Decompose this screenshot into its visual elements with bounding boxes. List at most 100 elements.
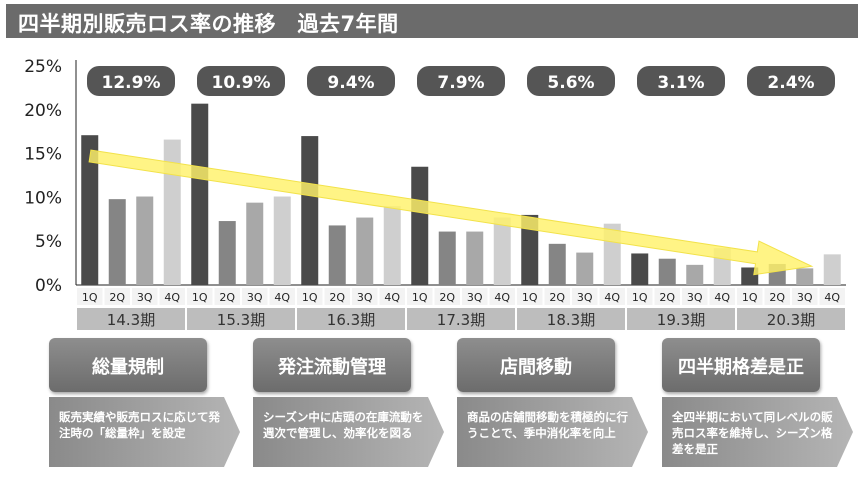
quarter-cell	[792, 288, 818, 305]
quarter-label: 3Q	[467, 291, 483, 304]
category-detail-2: シーズン中に店頭の在庫流動を週次で管理し、効率化を図る	[253, 397, 445, 467]
quarter-label: 4Q	[384, 291, 400, 304]
annual-rate-label: 7.9%	[437, 73, 484, 93]
quarter-label: 2Q	[769, 291, 785, 304]
category-card-3: 店間移動	[457, 338, 615, 392]
quarter-label: 3Q	[137, 291, 153, 304]
annual-rate-pill	[307, 66, 395, 96]
period-band	[407, 308, 515, 330]
quarter-label: 4Q	[604, 291, 620, 304]
quarter-label: 3Q	[797, 291, 813, 304]
quarter-label: 1Q	[412, 291, 428, 304]
quarter-cell	[269, 288, 295, 305]
period-band	[517, 308, 625, 330]
chevron-shape	[253, 397, 444, 467]
quarter-cell	[324, 288, 350, 305]
period-label: 16.3期	[327, 311, 375, 329]
page-title: 四半期別販売ロス率の推移 過去7年間	[18, 12, 399, 36]
bar-4Q	[163, 139, 181, 285]
period-label: 17.3期	[437, 311, 485, 329]
period-band	[627, 308, 735, 330]
quarter-cell	[627, 288, 653, 305]
annual-rate-pill	[747, 66, 835, 96]
bar-chart: 25% 20% 15% 10% 5% 0% 12.9% 1Q 2Q 3Q 4Q 14.3期 10.9% 1…	[24, 57, 846, 330]
chevron-shape	[49, 397, 240, 467]
quarter-label: 1Q	[192, 291, 208, 304]
bar-1Q	[631, 253, 649, 285]
quarter-label: 4Q	[494, 291, 510, 304]
quarter-cell	[407, 288, 433, 305]
quarter-cell	[297, 288, 323, 305]
quarter-label: 4Q	[274, 291, 290, 304]
category-card-4: 四半期格差是正	[662, 338, 820, 392]
quarter-cell	[159, 288, 185, 305]
category-card-1: 総量規制	[49, 338, 207, 392]
trend-arrow	[88, 149, 814, 276]
quarter-cell	[819, 288, 845, 305]
period-label: 19.3期	[657, 311, 705, 329]
y-tick-label: 5%	[35, 232, 62, 252]
quarter-label: 3Q	[577, 291, 593, 304]
bar-2Q	[548, 243, 566, 285]
period-label: 15.3期	[217, 311, 265, 329]
period-band	[77, 308, 185, 330]
annual-rate-pill	[197, 66, 285, 96]
bar-4Q	[273, 196, 291, 285]
quarter-cell	[544, 288, 570, 305]
period-band	[297, 308, 405, 330]
bar-1Q	[191, 103, 209, 285]
quarter-label: 1Q	[302, 291, 318, 304]
quarter-cell	[737, 288, 763, 305]
category-title: 店間移動	[500, 357, 572, 378]
quarter-label: 2Q	[439, 291, 455, 304]
bar-3Q	[246, 202, 264, 285]
quarter-cell	[462, 288, 488, 305]
bar-4Q	[823, 254, 841, 285]
quarter-cell	[214, 288, 240, 305]
bar-1Q	[521, 214, 539, 285]
category-card-2: 発注流動管理	[253, 338, 411, 392]
quarter-cell	[517, 288, 543, 305]
quarter-label: 2Q	[659, 291, 675, 304]
y-tick-label: 15%	[24, 145, 62, 165]
quarter-cell	[489, 288, 515, 305]
category-description: シーズン中に店頭の在庫流動を週次で管理し、効率化を図る	[263, 410, 424, 440]
quarter-label: 1Q	[522, 291, 538, 304]
quarter-label: 4Q	[164, 291, 180, 304]
quarter-cell	[379, 288, 405, 305]
quarter-cell	[77, 288, 103, 305]
bar-3Q	[356, 217, 374, 285]
quarter-label: 1Q	[632, 291, 648, 304]
category-detail-1: 販売実績や販売ロスに応じて発注時の「総量枠」を設定	[49, 397, 241, 467]
category-description: 全四半期において同レベルの販売ロス率を維持し、シーズン格差を是正	[672, 410, 833, 456]
bar-1Q	[301, 136, 319, 285]
quarter-cell	[599, 288, 625, 305]
quarter-cell	[682, 288, 708, 305]
annual-rate-pill	[417, 66, 505, 96]
bar-2Q	[108, 199, 126, 285]
annual-rate-pill	[637, 66, 725, 96]
category-title: 総量規制	[92, 357, 164, 378]
quarter-label: 2Q	[219, 291, 235, 304]
category-title: 発注流動管理	[278, 357, 386, 378]
annual-rate-label: 5.6%	[547, 73, 594, 93]
period-label: 18.3期	[547, 311, 595, 329]
bar-3Q	[576, 252, 594, 285]
quarter-cell	[764, 288, 790, 305]
category-detail-3: 商品の店舗間移動を積極的に行うことで、季中消化率を向上	[457, 397, 649, 467]
period-label: 14.3期	[107, 311, 155, 329]
quarter-cell	[709, 288, 735, 305]
annual-rate-pill	[87, 66, 175, 96]
quarter-label: 3Q	[247, 291, 263, 304]
category-description: 商品の店舗間移動を積極的に行うことで、季中消化率を向上	[467, 410, 628, 440]
annual-rate-label: 9.4%	[327, 73, 374, 93]
bar-3Q	[136, 196, 154, 285]
annual-rate-label: 3.1%	[657, 73, 704, 93]
bar-2Q	[438, 231, 456, 285]
quarter-label: 4Q	[824, 291, 840, 304]
quarter-label: 1Q	[742, 291, 758, 304]
quarter-cell	[434, 288, 460, 305]
chevron-shape	[662, 397, 853, 467]
period-label: 20.3期	[767, 311, 815, 329]
quarter-label: 3Q	[357, 291, 373, 304]
